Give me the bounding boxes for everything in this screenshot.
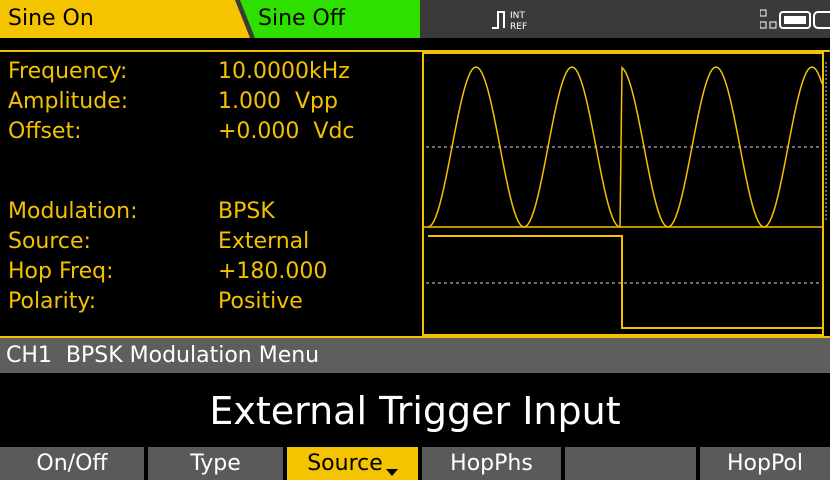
softkey[interactable]: Type [148, 447, 283, 480]
dropdown-arrow [385, 469, 398, 476]
softkey[interactable] [565, 447, 696, 480]
frame-bottom [0, 336, 830, 338]
tab-sine-on[interactable]: Sine On [0, 0, 250, 38]
param-label: Polarity: [8, 289, 97, 314]
param-value: Positive [218, 289, 303, 314]
param-label: Frequency: [8, 59, 128, 84]
param-label: Modulation: [8, 199, 138, 224]
ref-int: INT [510, 11, 525, 21]
param-value: 1.000 Vpp [218, 89, 338, 114]
tab-sine-off[interactable]: Sine Off [240, 0, 420, 38]
param-value: 10.0000kHz [218, 59, 350, 84]
softkey[interactable]: Source [287, 447, 418, 480]
param-label: Offset: [8, 119, 82, 144]
param-label: Hop Freq: [8, 259, 114, 284]
softkey[interactable]: HopPol [700, 447, 830, 480]
frame-top [0, 50, 830, 52]
ref-indicator: INT REF [492, 11, 527, 32]
param-value: +180.000 [218, 259, 328, 284]
param-value: +0.000 Vdc [218, 119, 355, 144]
menu-title: CH1 BPSK Modulation Menu [0, 338, 830, 373]
param-value: BPSK [218, 199, 275, 224]
param-value: External [218, 229, 310, 254]
status-icons [760, 9, 830, 29]
message: External Trigger Input [209, 389, 621, 433]
param-label: Amplitude: [8, 89, 129, 114]
waveform [422, 52, 827, 336]
ref-ref: REF [510, 22, 527, 32]
softkey[interactable]: On/Off [0, 447, 144, 480]
param-label: Source: [8, 229, 91, 254]
softkey[interactable]: HopPhs [422, 447, 561, 480]
